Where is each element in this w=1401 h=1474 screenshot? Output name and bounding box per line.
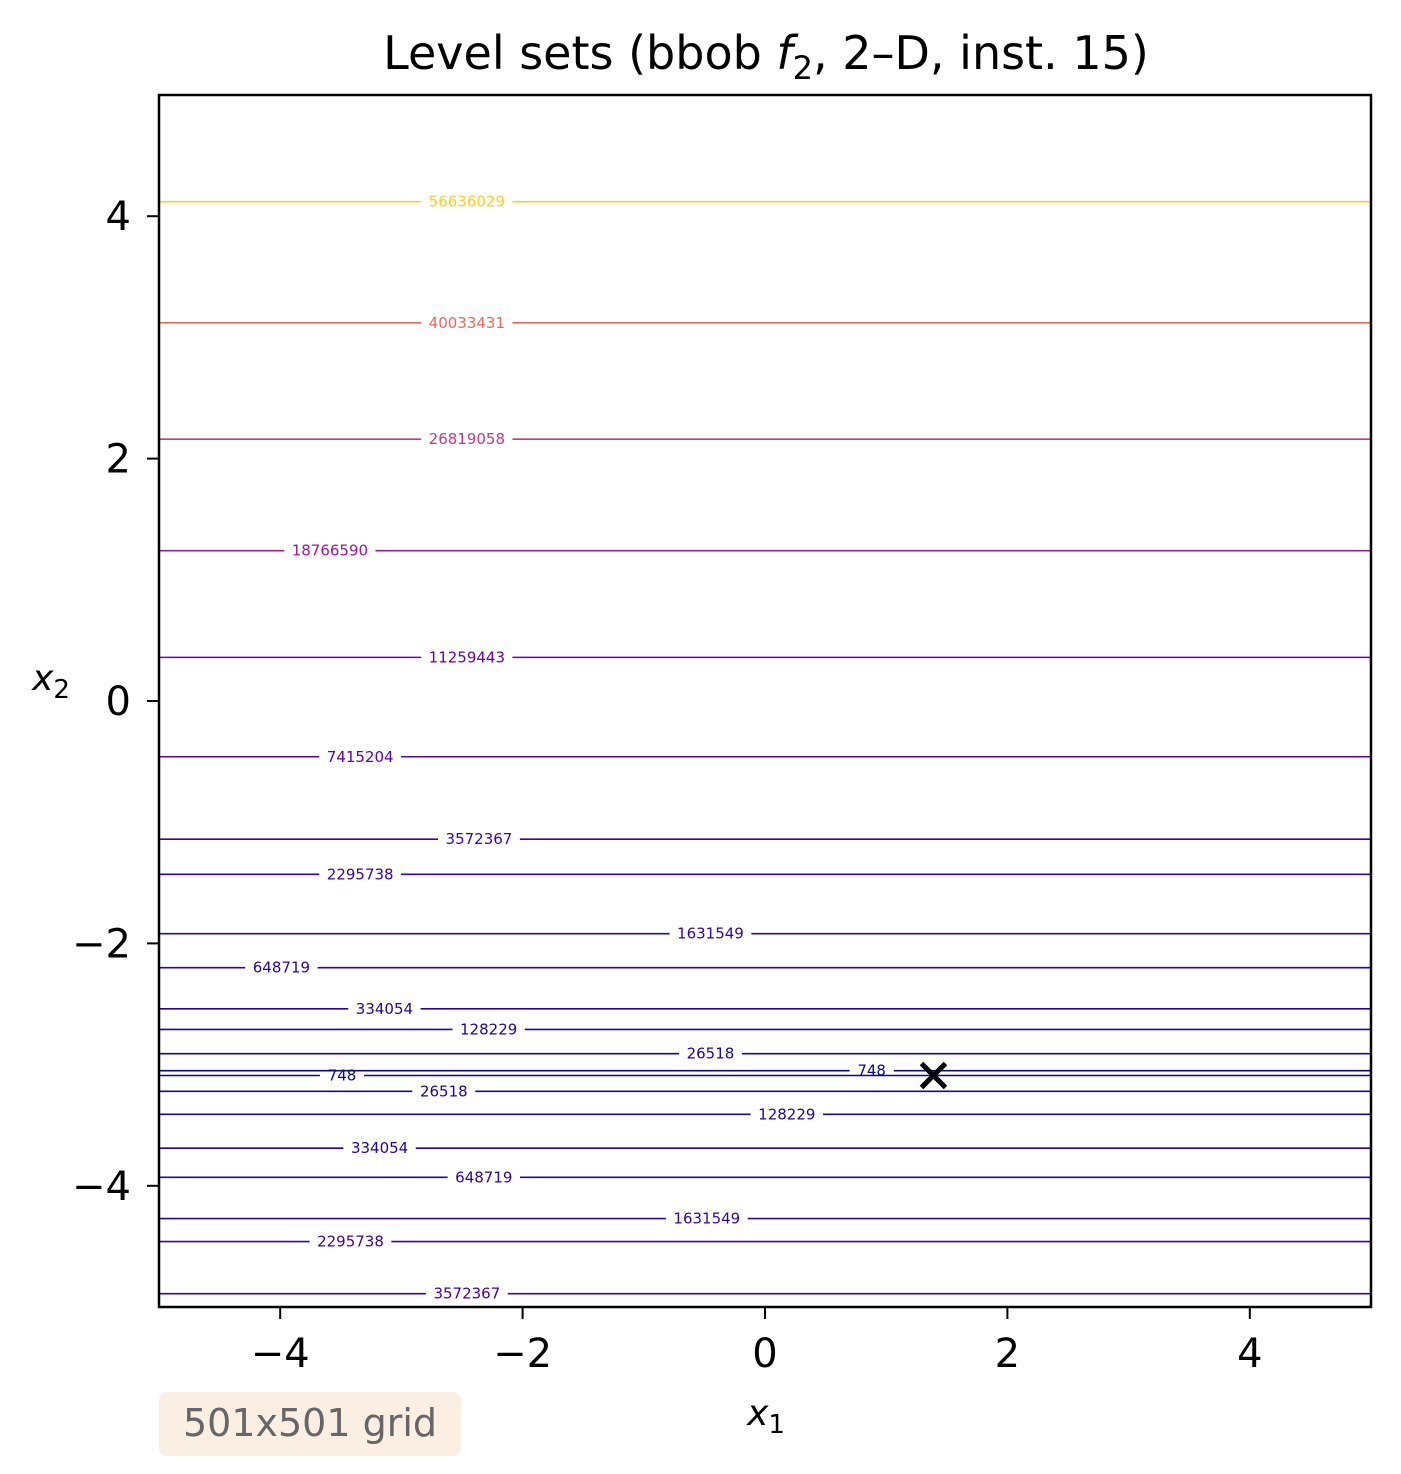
contour-label: 7415204: [327, 748, 394, 766]
x-tick-label: −2: [493, 1331, 552, 1377]
contour-line: 648719: [159, 959, 1371, 977]
contour-label: 334054: [351, 1139, 408, 1157]
contour-label: 334054: [356, 1000, 413, 1018]
contour-line: 7415204: [159, 748, 1371, 766]
y-tick-label: −4: [72, 1164, 131, 1210]
contour-label: 748: [328, 1067, 357, 1085]
contour-line: 18766590: [159, 542, 1371, 560]
contour-line: 748: [159, 1067, 1371, 1085]
y-tick-label: −2: [72, 921, 131, 967]
contour-label: 3572367: [446, 830, 513, 848]
contour-line: 26518: [159, 1045, 1371, 1063]
y-tick-label: 2: [106, 437, 131, 483]
contour-line: 3572367: [159, 830, 1371, 848]
contour-line: 128229: [159, 1020, 1371, 1038]
y-axis-ticks: −4 −2 0 2 4: [72, 194, 159, 1210]
contour-label: 26518: [687, 1045, 735, 1063]
x-axis-title-base: x: [746, 1393, 769, 1434]
x-axis-title: x1: [746, 1393, 785, 1440]
contour-label: 648719: [253, 959, 310, 977]
contour-line: 2295738: [159, 865, 1371, 883]
contour-label: 128229: [460, 1020, 517, 1038]
x-tick-label: 4: [1237, 1331, 1262, 1377]
contour-label: 1631549: [677, 925, 744, 943]
contour-line: 648719: [159, 1168, 1371, 1186]
y-axis-title-sub: 2: [53, 675, 70, 705]
title-suffix: , 2–D, inst. 15): [813, 26, 1149, 80]
contour-line: 3572367: [159, 1285, 1371, 1303]
contour-line: 128229: [159, 1105, 1371, 1123]
annotation-background: [159, 1392, 461, 1456]
x-tick-label: 0: [752, 1331, 777, 1377]
contour-levels: 748 748 26518 26518 128229 128229 334054 334054…: [159, 193, 1371, 1303]
y-axis-title-base: x: [31, 658, 54, 699]
title-prefix: Level sets (bbob: [383, 26, 776, 80]
contour-label: 748: [857, 1062, 886, 1080]
contour-label: 56636029: [429, 193, 505, 211]
optimum-marker-stroke: [919, 1061, 948, 1090]
contour-line: 40033431: [159, 314, 1371, 332]
contour-label: 11259443: [429, 648, 505, 666]
optimum-marker: [919, 1061, 948, 1090]
contour-label: 648719: [455, 1168, 512, 1186]
x-axis-ticks: −4 −2 0 2 4: [251, 1307, 1263, 1377]
contour-label: 2295738: [317, 1233, 384, 1251]
contour-line: 26518: [159, 1082, 1371, 1100]
contour-label: 18766590: [292, 542, 368, 560]
chart-title: Level sets (bbob f2, 2–D, inst. 15): [383, 26, 1149, 87]
plot-frame: [157, 93, 1373, 1309]
x-tick-label: 2: [995, 1331, 1020, 1377]
contour-line: 1631549: [159, 1210, 1371, 1228]
contour-line: 11259443: [159, 648, 1371, 666]
contour-label: 40033431: [429, 314, 505, 332]
contour-label: 3572367: [433, 1285, 500, 1303]
contour-line: 1631549: [159, 925, 1371, 943]
y-tick-label: 4: [106, 194, 131, 240]
contour-label: 26518: [420, 1082, 468, 1100]
y-axis-title: x2: [31, 658, 70, 705]
contour-label: 26819058: [429, 430, 505, 448]
contour-line: 26819058: [159, 430, 1371, 448]
contour-line: 334054: [159, 1000, 1371, 1018]
optimum-marker-group: [919, 1061, 948, 1090]
contour-label: 1631549: [673, 1210, 740, 1228]
contour-label: 2295738: [327, 865, 394, 883]
title-function-subscript: 2: [793, 49, 813, 87]
contour-line: 56636029: [159, 193, 1371, 211]
contour-label: 128229: [758, 1105, 815, 1123]
grid-size-annotation: 501x501 grid: [159, 1392, 461, 1456]
x-tick-label: −4: [251, 1331, 310, 1377]
contour-line: 334054: [159, 1139, 1371, 1157]
contour-line: 2295738: [159, 1233, 1371, 1251]
x-axis-title-sub: 1: [768, 1410, 785, 1440]
annotation-text: 501x501 grid: [183, 1401, 437, 1445]
y-tick-label: 0: [106, 679, 131, 725]
